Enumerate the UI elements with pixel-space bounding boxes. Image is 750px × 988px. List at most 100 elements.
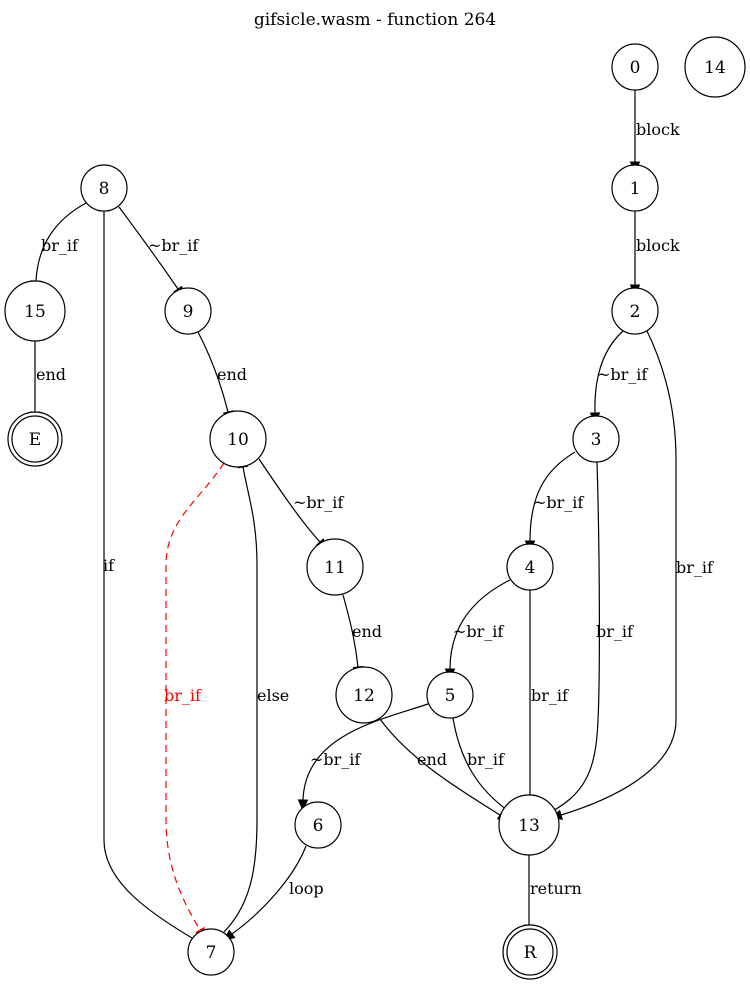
node-circle [306,538,364,596]
edge-4-to-5: ~br_if [444,579,511,681]
node-label: 15 [24,302,46,322]
edge-label: end [36,365,66,384]
edge-1-to-2: block [629,211,680,297]
edge-label: ~br_if [293,493,344,512]
node-6: 6 [294,801,342,849]
edge-3-to-4: ~br_if [524,451,584,553]
edge-3-to-13: br_if [534,461,634,820]
node-label: E [29,430,41,450]
edge-path [35,202,87,282]
node-circle [684,36,746,98]
edge-8-to-15: br_if [30,202,87,293]
node-circle [209,410,267,468]
edge-path [165,462,225,931]
node-label: 2 [630,302,641,322]
node-label: 0 [630,58,641,78]
node-label: 5 [445,686,456,706]
node-8: 8 [80,164,128,212]
edge-11-to-12: end [342,594,382,679]
node-circle [335,666,393,724]
node-9: 9 [164,287,212,335]
node-label: 9 [183,302,194,322]
edge-label: end [217,365,247,384]
node-15: 15 [4,280,66,342]
edge-label: ~br_if [148,236,199,255]
node-label: 6 [313,816,324,836]
node-label: 3 [591,430,602,450]
node-circle [611,164,659,212]
edge-label: br_if [531,686,569,705]
edge-path [223,466,258,933]
node-14: 14 [684,36,746,98]
edge-path [544,461,600,816]
node-1: 1 [611,164,659,212]
node-R: R [502,924,558,980]
edge-arrowhead [297,799,309,812]
node-label: 14 [704,58,726,78]
node-circle [611,287,659,335]
node-inner-ring [506,928,554,976]
edge-label: return [530,879,582,898]
node-2: 2 [611,287,659,335]
node-circle [294,801,342,849]
node-7: 7 [187,928,235,976]
edge-label: block [636,236,680,255]
edge-label: ~br_if [453,622,504,641]
edge-path [342,594,359,668]
edge-label: br_if [596,622,634,641]
edge-path [118,206,179,290]
node-circle [164,287,212,335]
node-label: 7 [206,943,217,963]
edge-label: end [352,622,382,641]
node-label: 4 [525,558,536,578]
node-label: 10 [227,430,249,450]
node-12: 12 [335,666,393,724]
node-label: 13 [518,816,540,836]
edge-9-to-10: end [197,331,247,423]
graph-title: gifsicle.wasm - function 264 [254,10,496,30]
edge-path [594,330,624,414]
edge-5-to-6: ~br_if [297,703,429,812]
node-label: 12 [353,686,375,706]
edges-layer: blockblock~br_ifbr_if~br_ifbr_if~br_ifbr… [29,90,714,941]
edge-10-to-11: ~br_if [258,458,344,551]
edge-label: block [636,120,680,139]
node-inner-ring [11,415,59,463]
node-label: R [524,943,538,963]
edge-7-to-10: else [223,455,289,933]
node-circle [506,543,554,591]
node-circle [572,415,620,463]
edge-path [560,330,677,816]
edge-8-to-9: ~br_if [118,206,199,299]
edge-15-to-E: end [29,341,66,424]
edge-4-to-13: br_if [524,590,569,807]
node-10: 10 [209,410,267,468]
edge-path [103,211,193,939]
edge-path [452,717,511,813]
node-label: 8 [99,179,110,199]
edge-6-to-7: loop [222,845,324,941]
node-5: 5 [426,671,474,719]
edge-label: br_if [467,750,505,769]
edge-path [231,845,307,935]
node-circle [80,164,128,212]
node-circle [611,43,659,91]
edge-label: ~br_if [533,493,584,512]
edge-2-to-13: br_if [550,330,714,820]
edge-path [197,331,229,413]
node-13: 13 [498,794,560,856]
edge-path [302,703,429,801]
node-label: 1 [630,179,641,199]
node-label: 11 [324,558,346,578]
node-circle [498,794,560,856]
edge-13-to-R: return [523,855,582,937]
edge-label: else [257,686,289,705]
edge-12-to-13: end [379,718,510,821]
edge-label: loop [289,879,324,898]
edge-path [379,718,501,816]
edge-label: br_if [676,558,714,577]
node-circle [426,671,474,719]
node-4: 4 [506,543,554,591]
edge-label: ~br_if [597,365,648,384]
